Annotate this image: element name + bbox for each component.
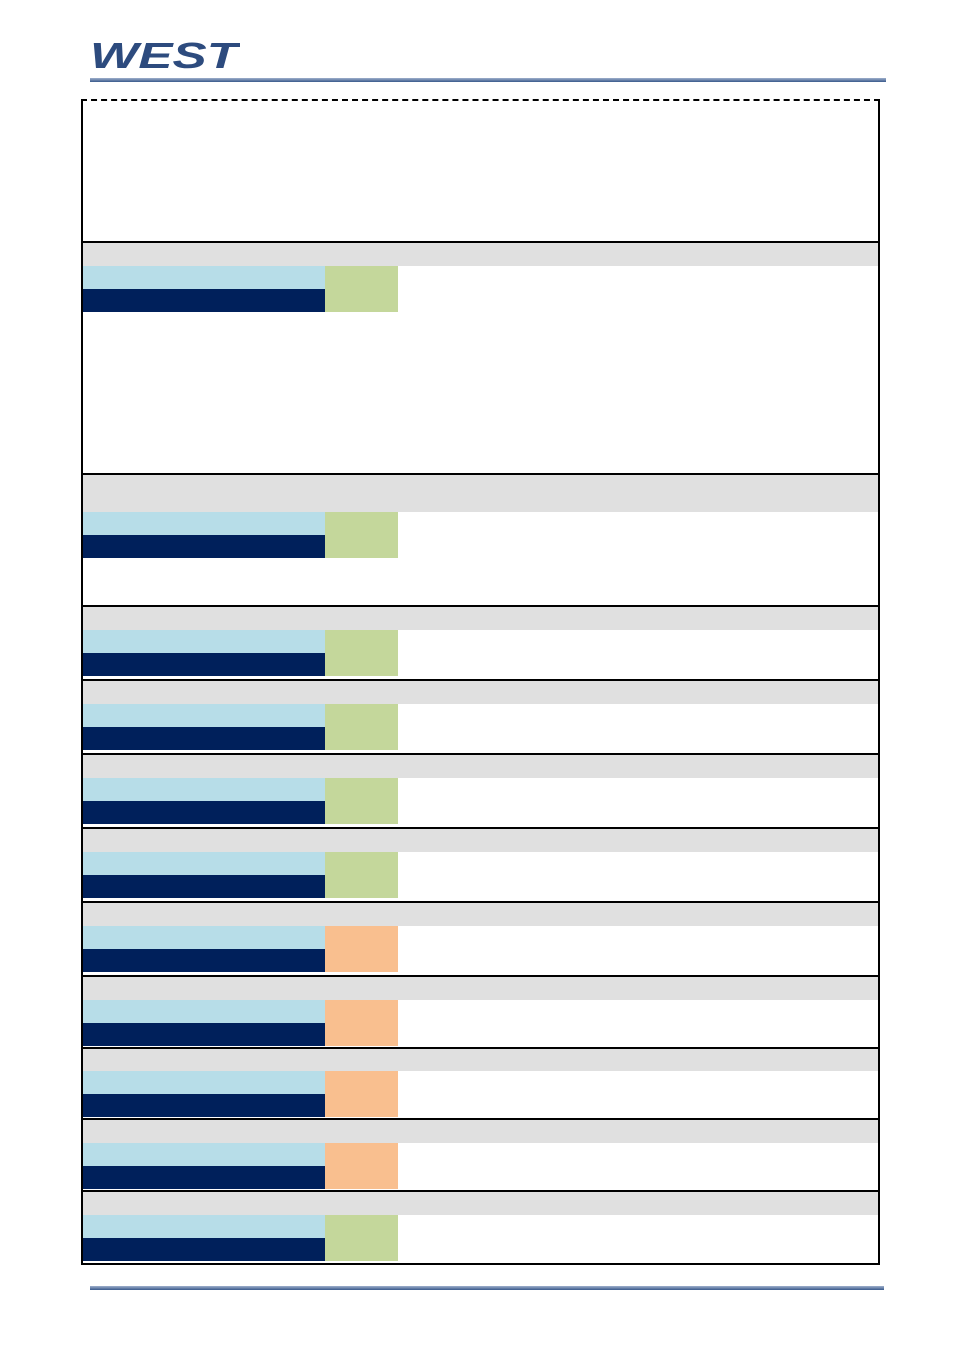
parameter-section bbox=[83, 901, 878, 975]
section-title-band bbox=[83, 755, 878, 778]
intro-text bbox=[83, 101, 878, 109]
status-cell bbox=[325, 778, 398, 824]
parameter-name-cell bbox=[83, 1000, 325, 1023]
west-logo: WEST bbox=[90, 38, 240, 72]
parameter-name-cell bbox=[83, 630, 325, 653]
parameter-name-cell bbox=[83, 926, 325, 949]
status-cell bbox=[325, 1143, 398, 1189]
status-cell bbox=[325, 630, 398, 676]
section-title-band bbox=[83, 475, 878, 512]
parameter-mnemonic-cell bbox=[83, 1023, 325, 1046]
parameter-name-cell bbox=[83, 1143, 325, 1166]
parameter-mnemonic-cell bbox=[83, 653, 325, 676]
section-title-band bbox=[83, 681, 878, 704]
status-cell bbox=[325, 704, 398, 750]
status-cell bbox=[325, 926, 398, 972]
parameter-section bbox=[83, 241, 878, 473]
intro-section bbox=[83, 101, 878, 241]
status-cell bbox=[325, 1000, 398, 1046]
parameter-mnemonic-cell bbox=[83, 727, 325, 750]
parameter-mnemonic-cell bbox=[83, 875, 325, 898]
header-rule bbox=[90, 78, 886, 82]
section-title-band bbox=[83, 1120, 878, 1143]
parameter-name-cell bbox=[83, 1071, 325, 1094]
parameter-mnemonic-cell bbox=[83, 949, 325, 972]
parameter-section bbox=[83, 827, 878, 901]
parameter-mnemonic-cell bbox=[83, 1166, 325, 1189]
footer-rule bbox=[90, 1286, 884, 1290]
parameter-mnemonic-cell bbox=[83, 1238, 325, 1261]
parameter-section bbox=[83, 753, 878, 827]
parameter-name-cell bbox=[83, 778, 325, 801]
parameter-table bbox=[81, 99, 880, 1265]
status-cell bbox=[325, 1071, 398, 1117]
parameter-section bbox=[83, 1190, 878, 1263]
parameter-name-cell bbox=[83, 266, 325, 289]
parameter-name-cell bbox=[83, 512, 325, 535]
section-title-band bbox=[83, 607, 878, 630]
section-title-band bbox=[83, 829, 878, 852]
parameter-mnemonic-cell bbox=[83, 535, 325, 558]
parameter-mnemonic-cell bbox=[83, 801, 325, 824]
section-title-band bbox=[83, 1192, 878, 1215]
parameter-section bbox=[83, 473, 878, 605]
parameter-section bbox=[83, 975, 878, 1047]
parameter-mnemonic-cell bbox=[83, 289, 325, 312]
parameter-name-cell bbox=[83, 704, 325, 727]
status-cell bbox=[325, 512, 398, 558]
section-title-band bbox=[83, 903, 878, 926]
svg-text:WEST: WEST bbox=[90, 38, 240, 72]
parameter-name-cell bbox=[83, 1215, 325, 1238]
status-cell bbox=[325, 1215, 398, 1261]
parameter-section bbox=[83, 605, 878, 679]
status-cell bbox=[325, 266, 398, 312]
parameter-section bbox=[83, 1118, 878, 1190]
parameter-name-cell bbox=[83, 852, 325, 875]
parameter-section bbox=[83, 679, 878, 753]
status-cell bbox=[325, 852, 398, 898]
parameter-mnemonic-cell bbox=[83, 1094, 325, 1117]
section-title-band bbox=[83, 1049, 878, 1071]
parameter-section bbox=[83, 1047, 878, 1118]
section-title-band bbox=[83, 243, 878, 266]
section-title-band bbox=[83, 977, 878, 1000]
